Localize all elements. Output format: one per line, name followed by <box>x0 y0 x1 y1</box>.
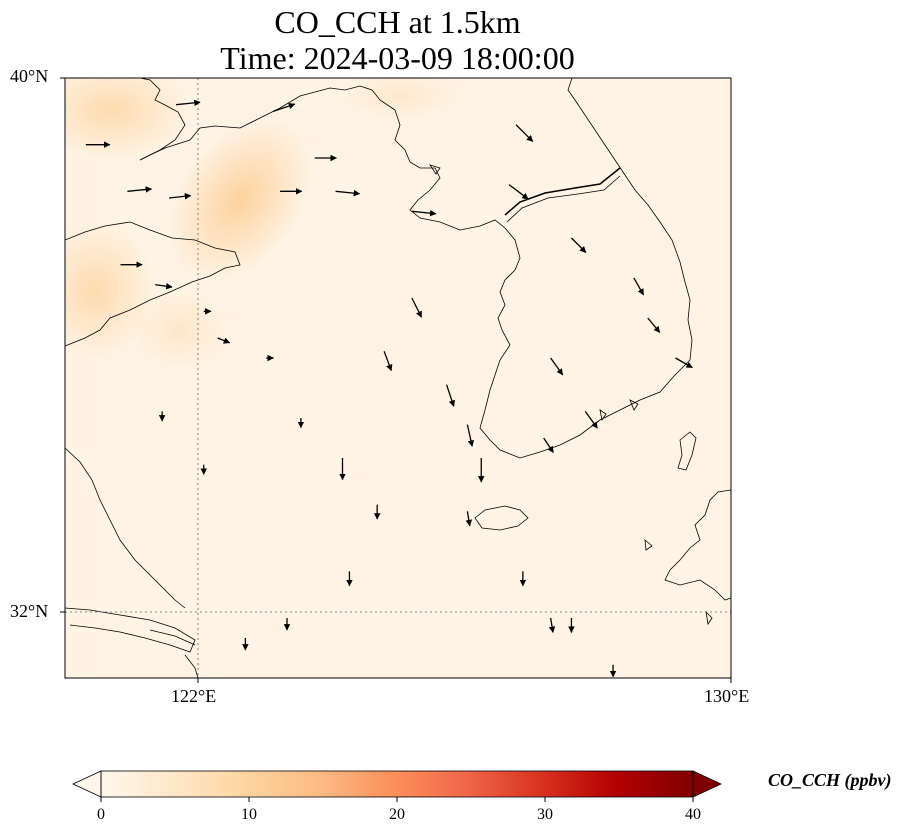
coastlines <box>65 78 731 678</box>
lat-label-32n: 32°N <box>10 601 49 621</box>
wind-vector <box>584 410 598 429</box>
wind-vector <box>508 184 529 200</box>
wind-vector <box>155 283 173 290</box>
colorbar-tick-10: 10 <box>241 806 257 823</box>
wind-vector <box>383 351 393 372</box>
wind-vector <box>543 437 554 453</box>
chart-title-line-2: Time: 2024-03-09 18:00:00 <box>220 40 575 76</box>
colorbar-tick-40: 40 <box>685 806 701 823</box>
wind-vector <box>272 102 296 112</box>
wind-vector-layer <box>85 99 693 678</box>
wind-vector <box>515 124 534 142</box>
colorbar-label: CO_CCH (ppbv) <box>768 770 892 790</box>
chart-title-line-1: CO_CCH at 1.5km <box>274 4 521 40</box>
wind-vector <box>175 99 201 107</box>
map-background <box>65 78 731 678</box>
wind-vector <box>127 186 153 193</box>
wind-vector <box>675 357 693 369</box>
lat-label-40n: 40°N <box>10 66 49 86</box>
wind-vector <box>465 511 473 527</box>
colorbar-tick-30: 30 <box>537 806 553 823</box>
graticule <box>65 78 731 678</box>
colorbar <box>72 770 722 802</box>
colorbar-tick-0: 0 <box>97 806 105 823</box>
wind-vector <box>445 384 455 407</box>
wind-vector <box>548 617 556 634</box>
wind-vector <box>550 357 564 376</box>
lon-label-122e: 122°E <box>171 686 217 706</box>
wind-vector <box>411 297 423 318</box>
map-frame <box>64 77 732 679</box>
wind-vector <box>411 209 437 217</box>
wind-vector <box>217 337 231 344</box>
concentration-field <box>65 78 731 678</box>
wind-vector <box>466 424 475 447</box>
lon-label-130e: 130°E <box>704 686 750 706</box>
wind-vector <box>570 237 587 253</box>
wind-vector <box>335 189 361 197</box>
wind-vector <box>633 277 645 296</box>
wind-vector <box>168 193 192 200</box>
colorbar-tick-20: 20 <box>389 806 405 823</box>
wind-vector <box>647 317 661 333</box>
